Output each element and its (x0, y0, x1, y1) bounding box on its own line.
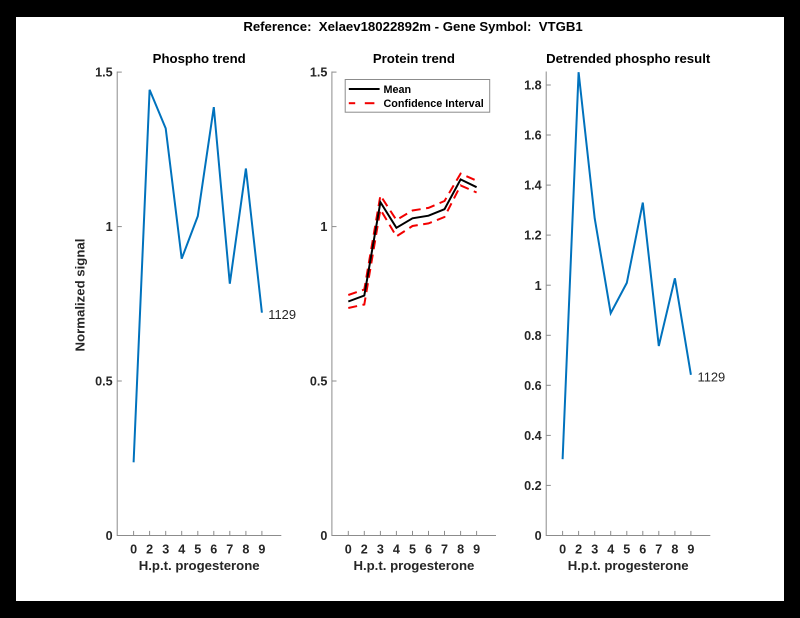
svg-text:1: 1 (106, 220, 113, 234)
svg-text:8: 8 (242, 542, 249, 556)
svg-text:6: 6 (639, 542, 646, 556)
svg-text:4: 4 (607, 542, 614, 556)
svg-text:1: 1 (320, 220, 327, 234)
svg-text:1.5: 1.5 (95, 66, 113, 80)
svg-text:Normalized signal: Normalized signal (73, 239, 88, 352)
svg-text:1.5: 1.5 (310, 66, 328, 80)
svg-text:3: 3 (162, 542, 169, 556)
svg-text:H.p.t. progesterone: H.p.t. progesterone (568, 558, 689, 573)
svg-text:0.6: 0.6 (524, 379, 542, 393)
svg-text:0.8: 0.8 (524, 329, 542, 343)
svg-text:9: 9 (473, 542, 480, 556)
svg-text:1.2: 1.2 (524, 229, 542, 243)
svg-text:Detrended phospho result: Detrended phospho result (546, 51, 711, 66)
svg-text:1129: 1129 (698, 370, 726, 385)
svg-text:0: 0 (106, 529, 113, 543)
svg-text:8: 8 (457, 542, 464, 556)
svg-text:3: 3 (591, 542, 598, 556)
svg-text:6: 6 (425, 542, 432, 556)
svg-text:4: 4 (178, 542, 185, 556)
svg-text:H.p.t. progesterone: H.p.t. progesterone (353, 558, 474, 573)
svg-text:9: 9 (258, 542, 265, 556)
svg-text:9: 9 (687, 542, 694, 556)
svg-text:0: 0 (535, 529, 542, 543)
svg-text:0: 0 (320, 529, 327, 543)
svg-text:6: 6 (210, 542, 217, 556)
svg-text:5: 5 (194, 542, 201, 556)
svg-text:2: 2 (361, 542, 368, 556)
svg-text:2: 2 (146, 542, 153, 556)
svg-text:0: 0 (559, 542, 566, 556)
svg-text:1.4: 1.4 (524, 179, 542, 193)
svg-text:H.p.t. progesterone: H.p.t. progesterone (139, 558, 260, 573)
svg-text:Confidence Interval: Confidence Interval (384, 98, 484, 110)
svg-text:4: 4 (393, 542, 400, 556)
svg-text:Reference: Xelaev18022892m -: Reference: Xelaev18022892m - Gene Symbol… (243, 19, 582, 34)
svg-text:1129: 1129 (268, 307, 296, 322)
svg-text:1.8: 1.8 (524, 79, 542, 93)
svg-text:1: 1 (535, 279, 542, 293)
svg-text:0.5: 0.5 (95, 375, 113, 389)
svg-text:Protein trend: Protein trend (373, 51, 455, 66)
svg-text:1.6: 1.6 (524, 129, 542, 143)
svg-text:Phospho trend: Phospho trend (153, 51, 246, 66)
svg-text:7: 7 (226, 542, 233, 556)
svg-text:7: 7 (655, 542, 662, 556)
svg-text:7: 7 (441, 542, 448, 556)
svg-text:8: 8 (671, 542, 678, 556)
svg-text:5: 5 (409, 542, 416, 556)
svg-text:0.2: 0.2 (524, 479, 542, 493)
svg-text:Mean: Mean (384, 84, 412, 96)
svg-text:0.4: 0.4 (524, 429, 542, 443)
svg-text:5: 5 (623, 542, 630, 556)
svg-text:3: 3 (377, 542, 384, 556)
svg-text:0: 0 (130, 542, 137, 556)
svg-text:2: 2 (575, 542, 582, 556)
svg-text:0.5: 0.5 (310, 375, 328, 389)
svg-text:0: 0 (345, 542, 352, 556)
